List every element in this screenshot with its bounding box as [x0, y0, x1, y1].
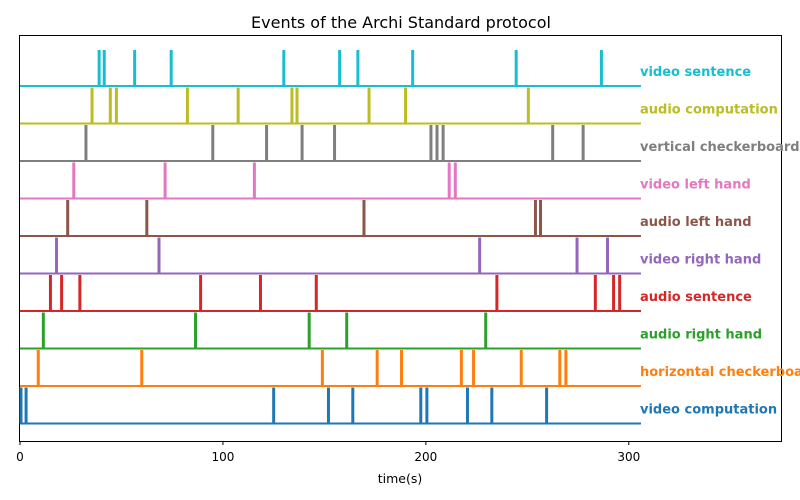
series-row: audio right hand [20, 312, 762, 350]
series-label: audio left hand [640, 215, 752, 230]
x-tick-label: 200 [414, 450, 437, 464]
series-label: audio computation [640, 103, 778, 118]
series-row: video left hand [20, 162, 751, 200]
x-axis-label: time(s) [378, 471, 423, 486]
series-label: vertical checkerboard [640, 140, 800, 155]
series-row: video sentence [20, 50, 751, 87]
x-tick-label: 0 [16, 450, 24, 464]
x-tick-label: 300 [617, 450, 640, 464]
chart-title: Events of the Archi Standard protocol [251, 13, 551, 32]
series-row: horizontal checkerboard [20, 350, 800, 387]
series-label: video right hand [640, 253, 761, 268]
series-row: audio sentence [20, 275, 752, 312]
series-row: video right hand [20, 237, 761, 275]
series-row: audio left hand [20, 200, 752, 237]
series-row: audio computation [20, 87, 778, 125]
series-label: video computation [640, 403, 777, 418]
series-label: video left hand [640, 178, 751, 193]
x-tick-label: 100 [211, 450, 234, 464]
series-label: audio sentence [640, 290, 752, 305]
series-row: vertical checkerboard [20, 125, 800, 162]
plot-frame [19, 35, 782, 442]
series-row: video computation [19, 387, 777, 425]
series-label: audio right hand [640, 328, 762, 343]
series-layer: video computation horizontal checkerboard… [19, 50, 800, 425]
x-axis: 0 100 200 300 [16, 441, 640, 464]
series-label: video sentence [640, 65, 751, 80]
series-label: horizontal checkerboard [640, 365, 800, 380]
